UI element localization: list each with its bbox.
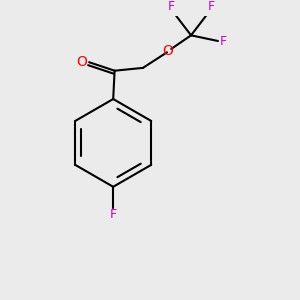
Text: F: F [220,35,226,48]
Text: F: F [208,0,215,13]
Text: O: O [162,44,173,58]
Text: F: F [168,0,175,13]
Text: O: O [76,55,88,69]
Text: F: F [110,208,117,221]
